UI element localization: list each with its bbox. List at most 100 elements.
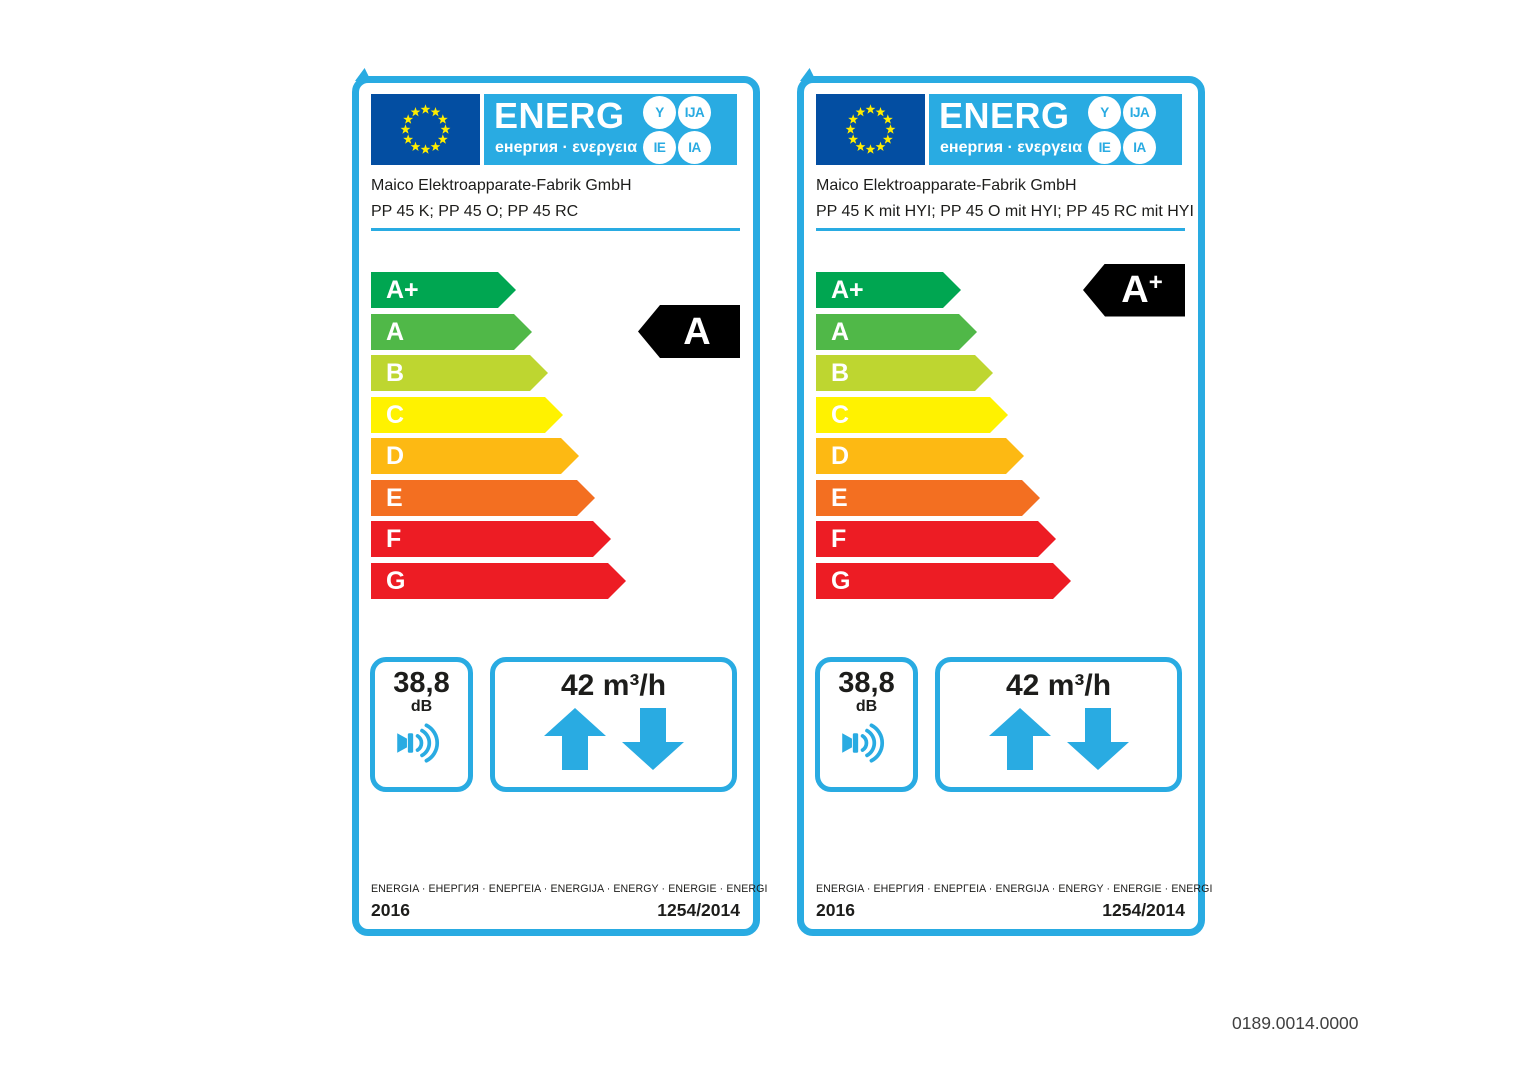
- scale-arrow-c: C: [816, 396, 1009, 433]
- arrow-up-icon: [543, 708, 606, 770]
- eu-star: [440, 124, 451, 134]
- eu-star: [845, 124, 856, 134]
- eu-star: [420, 144, 431, 154]
- eu-flag: [371, 94, 480, 165]
- eu-stars-icon: [845, 104, 896, 154]
- footer-row: 2016 1254/2014: [816, 900, 1185, 921]
- energ-subtitle: енергия · ενεργεια: [495, 139, 638, 156]
- badge-ie: IE: [643, 131, 676, 164]
- rating-plus: +: [1148, 269, 1163, 296]
- energ-logo: ENERG енергия · ενεργεια Y IJA IE IA: [929, 94, 1182, 165]
- scale-grade-label: F: [386, 525, 402, 553]
- footer-row: 2016 1254/2014: [371, 900, 740, 921]
- language-badges: Y IJA IE IA: [1088, 96, 1160, 164]
- eu-star: [855, 141, 866, 151]
- noise-value: 38,8: [393, 667, 450, 699]
- airflow-arrows: [495, 708, 732, 770]
- eu-star: [430, 141, 441, 151]
- energy-label-left: ENERG енергия · ενεργεια Y IJA IE IA Mai…: [352, 68, 768, 936]
- scale-arrow-g: G: [816, 562, 1072, 599]
- rating-letter: A: [1121, 269, 1149, 311]
- scale-arrow-d: D: [816, 438, 1024, 474]
- label-header: ENERG енергия · ενεργεια Y IJA IE IA: [371, 94, 737, 165]
- eu-star: [848, 114, 859, 124]
- scale-grade-label: A: [386, 317, 405, 346]
- supplier-name: Maico Elektroapparate-Fabrik GmbH: [371, 177, 632, 194]
- eu-star: [855, 107, 866, 117]
- airflow-value: 42 m³/h: [1005, 669, 1112, 702]
- badge-ija: IJA: [1123, 96, 1156, 129]
- scale-grade-label: F: [831, 525, 847, 553]
- scale-grade-label: A+: [831, 276, 864, 304]
- eu-star: [875, 107, 886, 117]
- scale-grade-label: G: [386, 566, 406, 595]
- scale-arrow-b: B: [816, 355, 992, 391]
- rating-arrow: A: [638, 305, 740, 358]
- eu-star: [865, 144, 876, 154]
- noise-box: 38,8 dB: [815, 657, 918, 792]
- eu-star: [403, 114, 414, 124]
- energ-logo: ENERG енергия · ενεργεια Y IJA IE IA: [484, 94, 737, 165]
- scale-grade-label: D: [831, 442, 850, 470]
- scale-grade-label: B: [831, 359, 850, 387]
- eu-star: [875, 141, 886, 151]
- model-identifier: PP 45 K; PP 45 O; PP 45 RC: [371, 203, 579, 220]
- energ-subtitle: енергия · ενεργεια: [940, 139, 1083, 156]
- rating-arrow: A +: [1083, 263, 1185, 317]
- energy-words: ENERGIA · ЕНЕРГИЯ · ΕΝΕΡΓΕΙΑ · ENERGIJA …: [816, 883, 1213, 895]
- badge-y: Y: [1088, 96, 1121, 129]
- scale-arrow-f: F: [371, 521, 610, 557]
- scale-arrow-f: F: [816, 521, 1055, 557]
- energy-words: ENERGIA · ЕНЕРГИЯ · ΕΝΕΡΓΕΙΑ · ENERGIJA …: [371, 883, 768, 895]
- rating-letter: A: [683, 310, 711, 353]
- eu-star: [410, 107, 421, 117]
- speaker-icon-svg: [396, 723, 439, 763]
- scale-arrow-aplus: A+: [371, 272, 516, 308]
- scale-arrow-a: A: [371, 313, 532, 350]
- speaker-icon: [820, 720, 913, 771]
- scale-arrow-g: G: [371, 562, 627, 599]
- scale-grade-label: G: [831, 566, 851, 595]
- eu-star: [437, 114, 448, 124]
- arrow-up-icon: [988, 708, 1051, 770]
- badge-y: Y: [643, 96, 676, 129]
- scale-arrow-e: E: [371, 479, 595, 516]
- badge-ie: IE: [1088, 131, 1121, 164]
- efficiency-scale: A+ A B C D E F G: [371, 272, 627, 604]
- energy-label-right: ENERG енергия · ενεργεια Y IJA IE IA Mai…: [797, 68, 1213, 936]
- noise-unit: dB: [410, 698, 433, 715]
- scale-grade-label: B: [386, 359, 405, 387]
- scale-arrow-b: B: [371, 355, 547, 391]
- corner-notch: [355, 68, 371, 81]
- eu-star: [403, 134, 414, 144]
- badge-ia: IA: [1123, 131, 1156, 164]
- eu-star: [882, 134, 893, 144]
- scale-grade-label: C: [386, 400, 405, 429]
- divider-rule: [371, 228, 740, 231]
- noise-unit: dB: [855, 698, 878, 715]
- scale-arrow-a: A: [816, 313, 977, 350]
- eu-star: [882, 114, 893, 124]
- arrow-down-icon: [1066, 708, 1129, 770]
- scale-arrow-c: C: [371, 396, 564, 433]
- supplier-name: Maico Elektroapparate-Fabrik GmbH: [816, 177, 1077, 194]
- speaker-icon: [375, 720, 468, 771]
- noise-value: 38,8: [838, 667, 895, 699]
- language-badges: Y IJA IE IA: [643, 96, 715, 164]
- label-header: ENERG енергия · ενεργεια Y IJA IE IA: [816, 94, 1182, 165]
- scale-grade-label: E: [831, 483, 848, 512]
- efficiency-scale: A+ A B C D E F G: [816, 272, 1072, 604]
- label-year: 2016: [371, 900, 410, 920]
- energ-title: ENERG: [939, 95, 1070, 136]
- airflow-arrows: [940, 708, 1177, 770]
- badge-ia: IA: [678, 131, 711, 164]
- scale-grade-label: C: [831, 400, 850, 429]
- noise-box: 38,8 dB: [370, 657, 473, 792]
- eu-star: [885, 124, 896, 134]
- scale-grade-label: A+: [386, 276, 419, 304]
- energ-title: ENERG: [494, 95, 625, 136]
- eu-stars-icon: [400, 104, 451, 154]
- eu-star: [430, 107, 441, 117]
- scale-grade-label: A: [831, 317, 850, 346]
- label-year: 2016: [816, 900, 855, 920]
